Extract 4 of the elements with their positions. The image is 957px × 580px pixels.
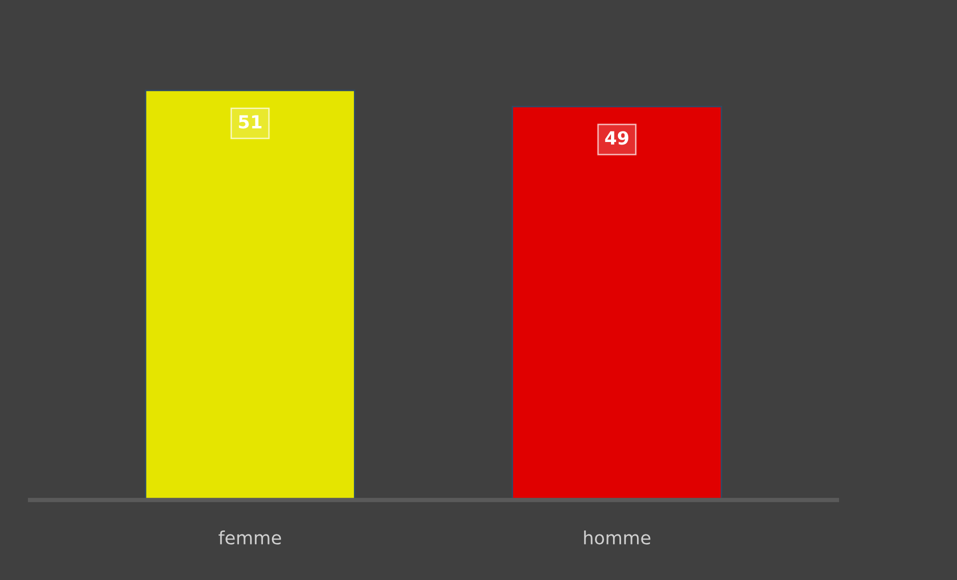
data-label: 49	[605, 131, 628, 145]
data-label: 51	[238, 115, 262, 129]
x-tick-label: femme	[218, 530, 282, 545]
x-tick-label: homme	[584, 530, 650, 545]
